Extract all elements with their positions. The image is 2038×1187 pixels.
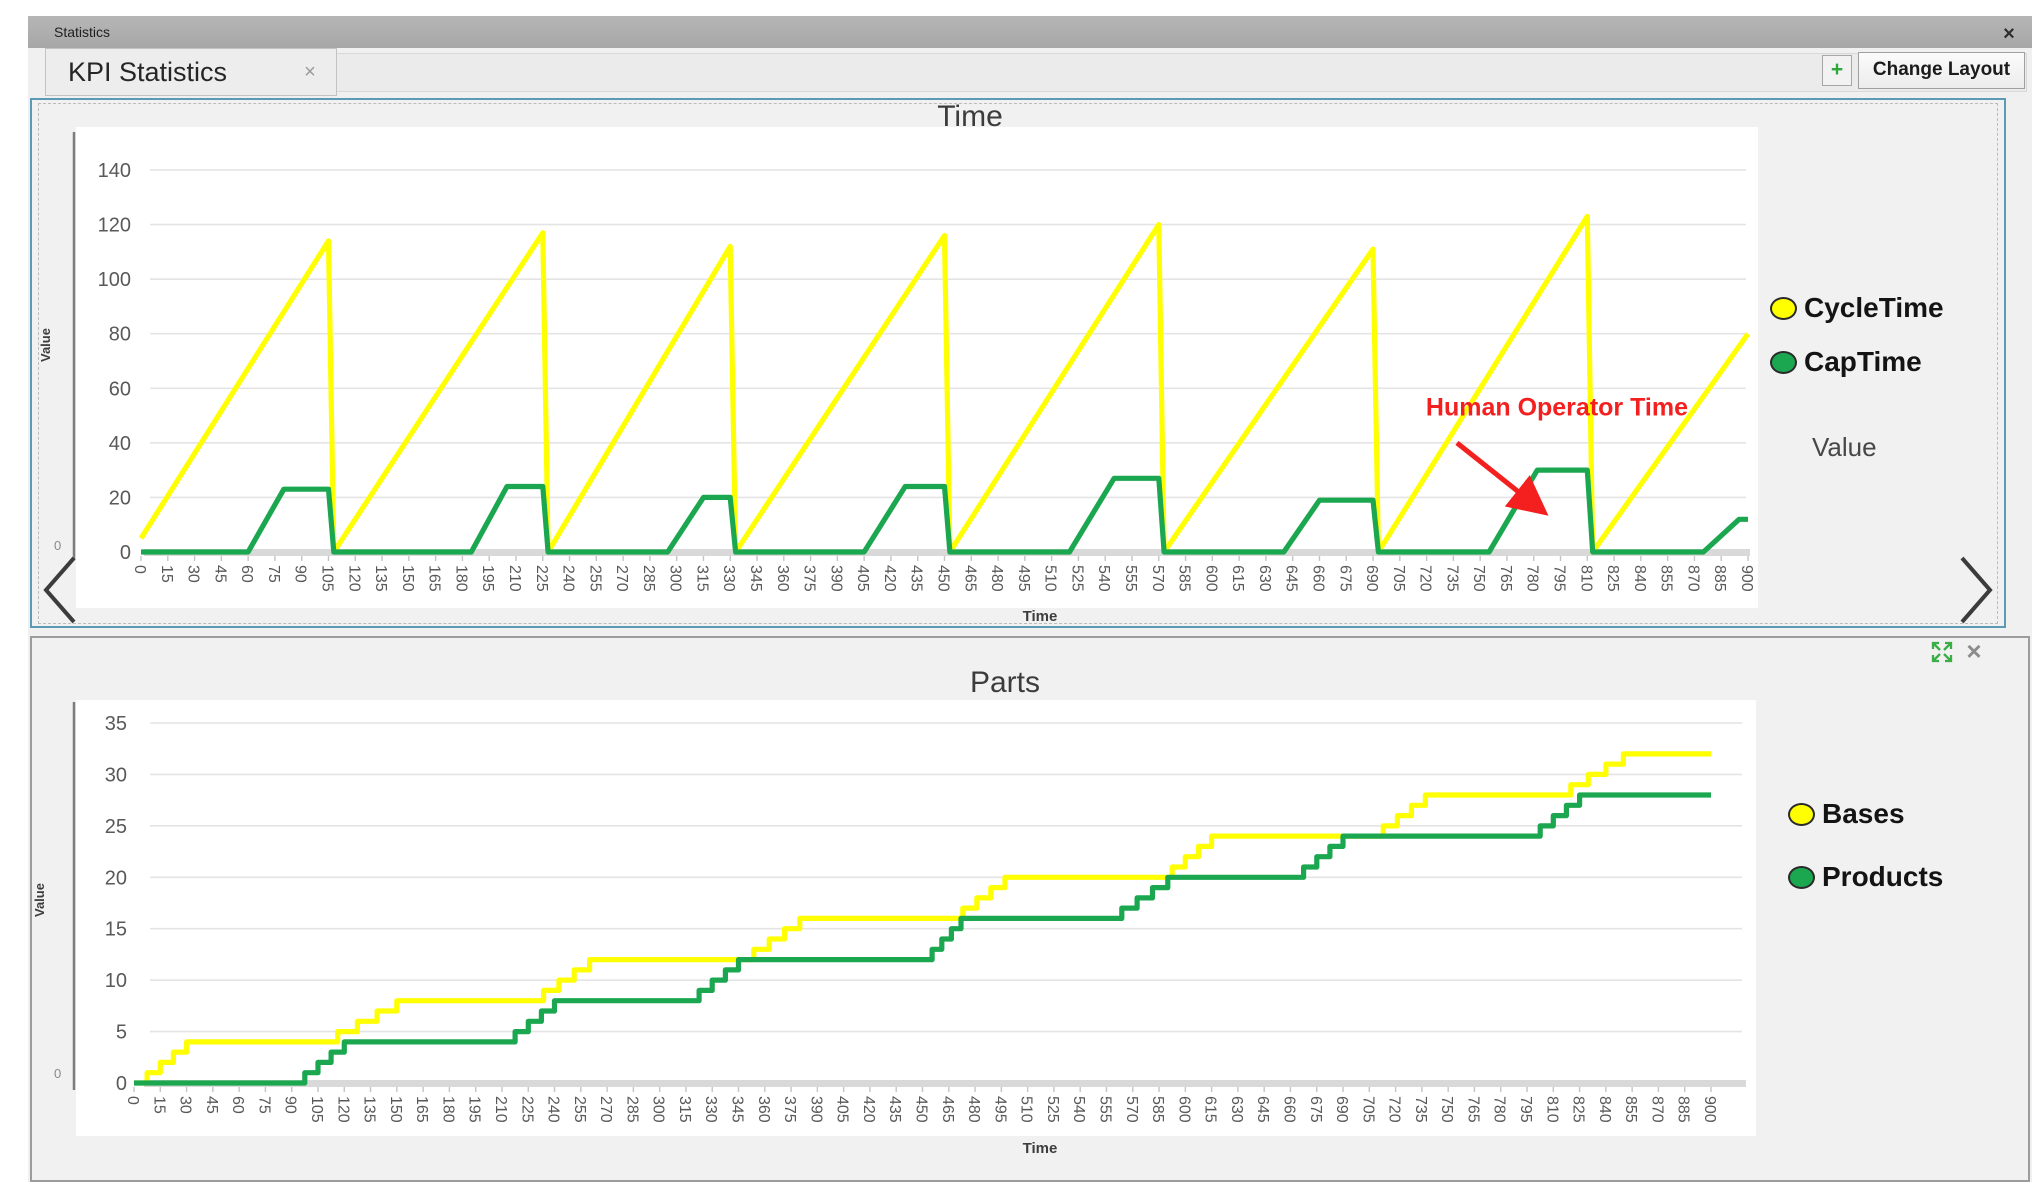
- window-titlebar: Statistics: [28, 16, 2032, 48]
- expand-icon: [1931, 641, 1953, 663]
- parts-y-axis-title: Value: [32, 883, 47, 917]
- cycletime-swatch-icon: [1770, 296, 1797, 320]
- parts-legend: Bases Products: [1788, 798, 2038, 918]
- parts-panel[interactable]: [30, 636, 2030, 1182]
- chevron-right-icon: [1960, 556, 1993, 624]
- time-corner-zero: 0: [54, 538, 62, 553]
- change-layout-button[interactable]: Change Layout: [1858, 52, 2025, 89]
- legend-label-captime: CapTime: [1804, 346, 1922, 377]
- legend-item-captime: CapTime: [1770, 346, 1922, 378]
- bases-swatch-icon: [1788, 802, 1815, 826]
- time-legend: CycleTime CapTime Value: [1770, 286, 2020, 476]
- parts-x-axis-title: Time: [1022, 1140, 1058, 1157]
- time-legend-footer: Value: [1812, 432, 1877, 462]
- legend-label-cycletime: CycleTime: [1804, 292, 1944, 323]
- window-title: Statistics: [54, 24, 111, 40]
- captime-swatch-icon: [1770, 350, 1797, 374]
- tab-close-icon[interactable]: ×: [304, 61, 316, 83]
- expand-panel-button[interactable]: [1930, 640, 1954, 664]
- legend-label-bases: Bases: [1822, 798, 1905, 829]
- parts-panel-close-icon[interactable]: ×: [1966, 636, 1982, 666]
- time-x-axis-title: Time: [1022, 608, 1058, 625]
- time-y-axis-title: Value: [38, 328, 53, 362]
- tab-label: KPI Statistics: [68, 57, 228, 87]
- legend-item-bases: Bases: [1788, 798, 1905, 830]
- tab-strip: [335, 53, 2027, 92]
- parts-panel-controls: ×: [1930, 638, 1996, 666]
- parts-chart-title: Parts: [969, 666, 1041, 699]
- scroll-right-button[interactable]: [1952, 550, 1998, 628]
- products-swatch-icon: [1788, 865, 1815, 889]
- legend-item-cycletime: CycleTime: [1770, 292, 1944, 324]
- time-panel[interactable]: [30, 98, 2006, 628]
- legend-item-products: Products: [1788, 861, 1943, 893]
- legend-label-products: Products: [1822, 861, 1944, 892]
- time-chart-title: Time: [937, 100, 1003, 133]
- chevron-left-icon: [43, 556, 76, 624]
- parts-corner-zero: 0: [54, 1066, 62, 1081]
- window-close-icon[interactable]: ×: [2003, 23, 2015, 45]
- scroll-left-button[interactable]: [38, 550, 84, 628]
- add-view-button[interactable]: +: [1822, 55, 1852, 86]
- tab-kpi-statistics[interactable]: KPI Statistics ×: [45, 48, 337, 96]
